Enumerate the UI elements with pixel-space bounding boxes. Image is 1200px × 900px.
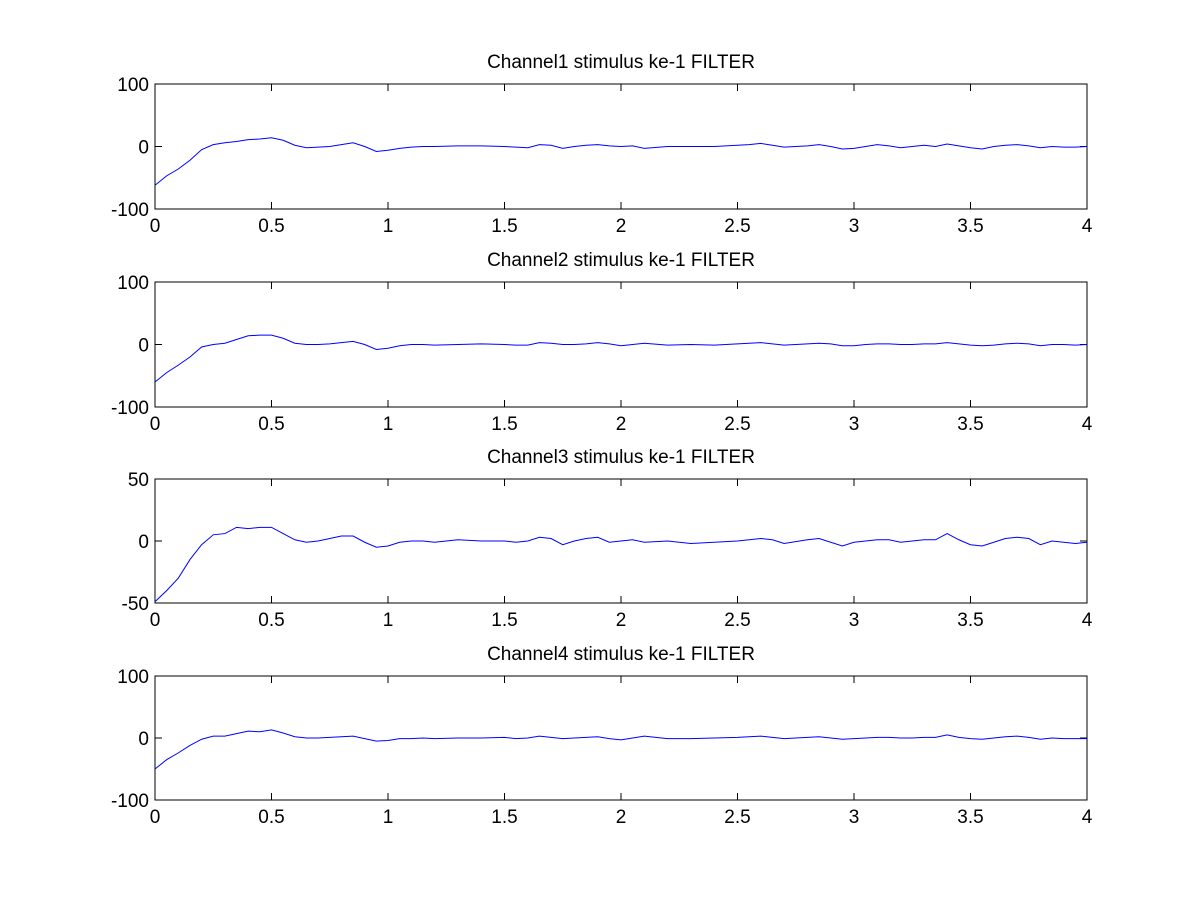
- y-tick-label: -100: [111, 200, 149, 221]
- x-tick-label: 3: [849, 807, 860, 828]
- subplot-title: Channel2 stimulus ke-1 FILTER: [487, 250, 755, 271]
- subplot-4: Channel4 stimulus ke-1 FILTER 0 0.5 1 1.5 2 2.…: [111, 644, 1093, 828]
- x-tick-label: 2.5: [724, 414, 750, 435]
- series-line-1: [154, 526, 1088, 603]
- series-line-1: [154, 729, 1087, 770]
- x-tick-label: 1.5: [491, 216, 517, 237]
- axes-box: [154, 675, 1088, 801]
- x-tick-label: 0: [150, 807, 161, 828]
- subplot-3: Channel3 stimulus ke-1 FILTER 0 0.5 1 1.5 2 2.…: [122, 447, 1093, 631]
- y-tick-label: 100: [117, 75, 149, 96]
- x-tick-label: 1.5: [491, 610, 517, 631]
- y-tick-label: 0: [138, 336, 149, 357]
- x-tick-label: 2.5: [724, 807, 750, 828]
- series-line-1: [154, 137, 1088, 186]
- y-tick-label: 0: [138, 729, 149, 750]
- y-tick-label: 100: [117, 273, 149, 294]
- x-tick-label: 4: [1082, 807, 1093, 828]
- y-tick-label: 0: [138, 532, 149, 553]
- axes-box: [154, 281, 1088, 408]
- y-tick-label: -100: [111, 791, 149, 812]
- subplot-1: Channel1 stimulus ke-1 FILTER 0 0.5 1 1.5 2 2.…: [111, 52, 1093, 237]
- subplot-title: Channel1 stimulus ke-1 FILTER: [487, 52, 755, 73]
- x-tick-label: 4: [1082, 610, 1093, 631]
- y-tick-label: -100: [111, 398, 149, 419]
- x-tick-label: 1.5: [491, 807, 517, 828]
- x-tick-label: 0.5: [258, 610, 284, 631]
- x-tick-label: 3.5: [957, 610, 983, 631]
- x-tick-label: 4: [1082, 414, 1093, 435]
- series-line-1: [154, 334, 1088, 383]
- x-tick-label: 0: [150, 610, 161, 631]
- x-tick-label: 3.5: [957, 216, 983, 237]
- subplot-title: Channel4 stimulus ke-1 FILTER: [487, 644, 755, 665]
- x-tick-label: 1: [383, 216, 394, 237]
- x-tick-label: 2: [616, 807, 627, 828]
- x-tick-label: 0: [150, 414, 161, 435]
- x-tick-label: 2: [616, 414, 627, 435]
- x-tick-label: 2: [616, 610, 627, 631]
- x-tick-label: 0: [150, 216, 161, 237]
- y-tick-label: -50: [122, 594, 149, 615]
- x-tick-label: 2.5: [724, 610, 750, 631]
- x-tick-label: 0.5: [258, 807, 284, 828]
- y-tick-label: 0: [138, 138, 149, 159]
- x-tick-label: 0.5: [258, 414, 284, 435]
- x-tick-label: 4: [1082, 216, 1093, 237]
- x-tick-label: 3: [849, 414, 860, 435]
- x-tick-label: 1: [383, 414, 394, 435]
- x-tick-label: 2: [616, 216, 627, 237]
- x-tick-label: 1: [383, 807, 394, 828]
- x-tick-label: 0.5: [258, 216, 284, 237]
- x-tick-label: 1.5: [491, 414, 517, 435]
- x-tick-label: 3: [849, 610, 860, 631]
- x-tick-label: 2.5: [724, 216, 750, 237]
- y-tick-label: 100: [117, 667, 149, 688]
- x-tick-label: 3: [849, 216, 860, 237]
- x-tick-label: 3.5: [957, 414, 983, 435]
- y-tick-label: 50: [128, 470, 149, 491]
- x-tick-label: 3.5: [957, 807, 983, 828]
- subplot-2: Channel2 stimulus ke-1 FILTER 0 0.5 1 1.5 2 2.…: [111, 250, 1093, 435]
- x-tick-label: 1: [383, 610, 394, 631]
- subplot-title: Channel3 stimulus ke-1 FILTER: [487, 447, 755, 468]
